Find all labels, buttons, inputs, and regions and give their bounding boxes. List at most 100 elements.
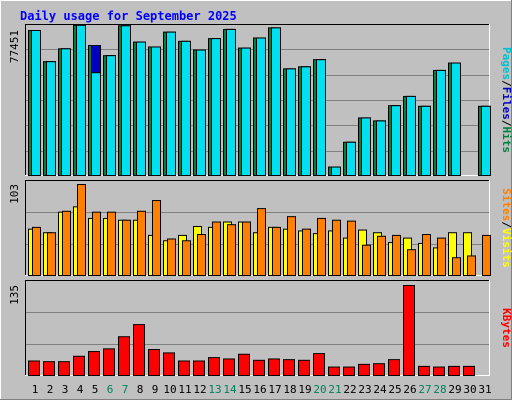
kbytes-bar bbox=[118, 336, 130, 377]
x-tick-label: 6 bbox=[107, 383, 114, 396]
pages-bar bbox=[136, 41, 146, 177]
kbytes-bar bbox=[358, 363, 370, 377]
sites-bar bbox=[332, 219, 341, 276]
kbytes-bar bbox=[313, 353, 325, 376]
legend-entry: Sites bbox=[500, 188, 512, 221]
sites-bar bbox=[242, 221, 251, 276]
kbytes-bar bbox=[283, 359, 295, 377]
x-tick-label: 10 bbox=[163, 383, 176, 396]
kbytes-bar bbox=[298, 359, 310, 377]
x-tick-label: 1 bbox=[32, 383, 39, 396]
sites-bar bbox=[482, 234, 491, 277]
sites-bar bbox=[122, 219, 131, 276]
kbytes-bar bbox=[403, 285, 415, 376]
x-tick-label: 17 bbox=[268, 383, 281, 396]
kbytes-bar bbox=[328, 366, 340, 376]
kbytes-panel: 135 KBytes bbox=[8, 280, 512, 377]
kbytes-bar bbox=[373, 363, 385, 377]
series-legend: Sites/Visits bbox=[500, 188, 512, 268]
pages-bar bbox=[226, 28, 236, 177]
pages-bar bbox=[376, 120, 386, 176]
x-tick-label: 14 bbox=[223, 383, 237, 396]
x-tick-label: 23 bbox=[358, 383, 371, 396]
legend-entry: / bbox=[500, 221, 512, 228]
sites-bar bbox=[212, 221, 221, 276]
pages-bar bbox=[166, 31, 176, 177]
x-tick-label: 26 bbox=[403, 383, 416, 396]
pages-bar bbox=[451, 62, 461, 177]
x-tick-label: 21 bbox=[328, 383, 341, 396]
pages-bar bbox=[121, 25, 131, 177]
sites-bar bbox=[377, 235, 386, 277]
kbytes-bar bbox=[223, 358, 235, 376]
y-axis-max-label: 77451 bbox=[8, 30, 21, 63]
sites-bar bbox=[167, 238, 176, 277]
kbytes-bar bbox=[448, 365, 460, 376]
sites-bar bbox=[182, 240, 191, 277]
sites-bar bbox=[467, 255, 476, 277]
x-tick-label: 24 bbox=[373, 383, 387, 396]
pages-bar bbox=[181, 40, 191, 176]
x-tick-label: 22 bbox=[343, 383, 356, 396]
sites-bar bbox=[197, 234, 206, 277]
pages-bar bbox=[256, 37, 266, 176]
sites-bar bbox=[62, 210, 71, 276]
pages-bar bbox=[316, 59, 326, 176]
sites-bar bbox=[107, 211, 116, 276]
x-tick-label: 31 bbox=[478, 383, 491, 396]
sites-bar bbox=[77, 184, 86, 276]
pages-bar bbox=[331, 166, 341, 176]
x-tick-label: 15 bbox=[238, 383, 251, 396]
x-tick-label: 12 bbox=[193, 383, 206, 396]
x-tick-label: 3 bbox=[62, 383, 69, 396]
kbytes-bar bbox=[253, 359, 265, 377]
pages-bar bbox=[481, 105, 491, 176]
x-tick-label: 7 bbox=[122, 383, 129, 396]
pages-bar bbox=[421, 105, 431, 176]
pages-bar bbox=[91, 72, 101, 176]
sites-bar bbox=[422, 234, 431, 277]
x-tick-label: 8 bbox=[137, 383, 144, 396]
pages-bar bbox=[196, 49, 206, 176]
x-tick-label: 27 bbox=[418, 383, 431, 396]
sites-bar bbox=[407, 249, 416, 277]
pages-bar bbox=[271, 27, 281, 176]
legend-entry: Files bbox=[500, 87, 512, 120]
kbytes-bar bbox=[178, 360, 190, 377]
kbytes-bar bbox=[193, 360, 205, 377]
kbytes-bar bbox=[58, 361, 70, 377]
pages-bar bbox=[76, 24, 86, 176]
kbytes-bar bbox=[133, 324, 145, 376]
sites-bar bbox=[257, 208, 266, 276]
pages-bar bbox=[151, 46, 161, 177]
pages-bar bbox=[346, 141, 356, 176]
sites-bar bbox=[47, 232, 56, 277]
pages-bar bbox=[436, 69, 446, 176]
x-axis-day-labels: 1 2 3 4 5 6 7 8 9 10 11 12 13 14 15 16 17 18 19 20 21 22 23 24 2… bbox=[32, 383, 492, 396]
pages-bar bbox=[301, 66, 311, 176]
kbytes-bar bbox=[268, 358, 280, 376]
x-tick-label: 16 bbox=[253, 383, 266, 396]
legend-entry: / bbox=[500, 120, 512, 127]
pages-bar bbox=[406, 95, 416, 176]
x-tick-label: 29 bbox=[448, 383, 461, 396]
sites-bar bbox=[137, 210, 146, 276]
x-tick-label: 5 bbox=[92, 383, 99, 396]
kbytes-bar bbox=[238, 353, 250, 376]
sites-visits-panel: 103 Sites/Visits bbox=[8, 180, 512, 277]
kbytes-bar bbox=[418, 365, 430, 376]
x-tick-label: 18 bbox=[283, 383, 296, 396]
pages-bar bbox=[61, 48, 71, 177]
y-axis-max-label: 135 bbox=[8, 285, 21, 305]
sites-bar bbox=[362, 244, 371, 277]
sites-bar bbox=[272, 226, 281, 276]
pages-bar bbox=[241, 47, 251, 176]
kbytes-bar bbox=[343, 366, 355, 376]
legend-entry: KBytes bbox=[500, 308, 512, 348]
sites-bar bbox=[392, 234, 401, 277]
kbytes-bar bbox=[103, 348, 115, 377]
x-tick-label: 11 bbox=[178, 383, 191, 396]
kbytes-bar bbox=[148, 349, 160, 377]
